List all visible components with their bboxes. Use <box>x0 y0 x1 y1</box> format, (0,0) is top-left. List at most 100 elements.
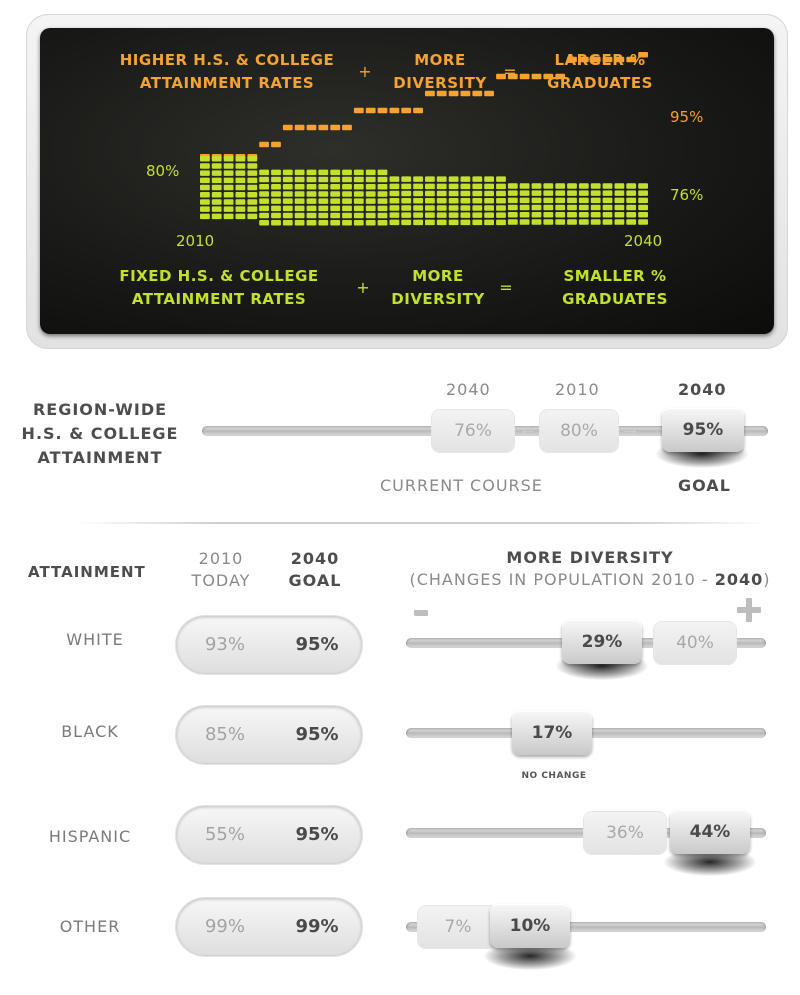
orange-dot <box>626 56 637 63</box>
green-dot <box>211 177 222 184</box>
green-dot <box>235 213 246 220</box>
green-dot <box>389 205 400 211</box>
white-today-value: 93% <box>204 634 245 655</box>
white-pop-2010[interactable]: 40% <box>654 622 736 664</box>
orange-dot <box>330 124 341 131</box>
row-label-other: OTHER <box>59 917 121 936</box>
other-today-value: 99% <box>204 916 245 937</box>
green-dot <box>401 219 412 226</box>
plus-sign-bottom: + <box>356 278 370 297</box>
green-dot <box>318 176 329 183</box>
green-dot <box>484 176 494 182</box>
green-dot <box>401 212 412 218</box>
green-dot <box>318 191 329 197</box>
green-dot <box>282 205 293 212</box>
orange-dot <box>271 141 281 148</box>
green-dot <box>294 212 305 219</box>
black-attainment-bubble <box>176 706 362 764</box>
green-dot <box>271 184 281 190</box>
green-dot <box>353 198 364 204</box>
green-dot <box>306 176 317 183</box>
label-95-percent: 95% <box>670 108 704 126</box>
green-dot <box>353 212 364 219</box>
hispanic-pop-2010[interactable]: 36% <box>584 812 666 854</box>
green-dot <box>567 212 577 218</box>
orange-dot <box>519 73 530 80</box>
green-dot <box>401 205 412 211</box>
green-dot <box>377 184 388 190</box>
region-2010-value[interactable]: 80% <box>540 410 618 452</box>
white-attainment-bubble <box>176 616 362 674</box>
green-dot <box>259 169 269 176</box>
green-dot <box>472 198 483 204</box>
orange-dot <box>413 107 423 114</box>
green-dot <box>377 176 388 183</box>
green-dot <box>567 219 577 225</box>
green-dot <box>389 212 400 218</box>
region-wide-title: REGION-WIDE H.S. & COLLEGE ATTAINMENT <box>21 400 179 467</box>
region-goal-value[interactable]: 95% <box>662 408 744 452</box>
region-col1-year: 2040 <box>446 380 491 399</box>
other-pop-2040[interactable]: 10% <box>490 904 570 948</box>
green-dot <box>472 212 483 218</box>
green-dot <box>200 184 210 191</box>
attainment-heading: ATTAINMENT <box>28 563 146 581</box>
black-goal-value: 95% <box>295 724 339 745</box>
year-2010-label: 2010 <box>176 232 215 250</box>
orange-dot <box>294 124 305 131</box>
green-dot <box>555 190 566 196</box>
green-dot <box>200 170 210 176</box>
green-dot <box>247 177 258 184</box>
green-dot <box>294 191 305 197</box>
green-dot <box>638 197 648 204</box>
orange-dot <box>578 56 589 63</box>
green-dot <box>496 205 506 211</box>
green-dot <box>247 163 258 169</box>
green-dot <box>294 220 305 226</box>
black-pop-value[interactable]: 17% <box>512 711 592 755</box>
green-dot <box>282 220 293 226</box>
green-dot <box>389 183 400 190</box>
green-dot <box>294 169 305 176</box>
hispanic-attainment-bubble <box>176 806 362 864</box>
green-dot <box>567 183 577 189</box>
arrow-right-icon: → <box>620 418 640 440</box>
green-dot <box>602 197 613 204</box>
green-dot <box>602 183 613 189</box>
green-dot <box>235 184 246 191</box>
green-dot <box>306 169 317 176</box>
green-dot <box>531 212 542 218</box>
other-slider-track[interactable] <box>406 922 766 932</box>
green-dot <box>235 170 246 176</box>
green-dot <box>555 197 566 204</box>
col-2010-today: 2010 TODAY <box>191 549 251 590</box>
plus-icon <box>737 598 761 622</box>
green-dot <box>436 205 447 211</box>
smaller-graduates-label: SMALLER % GRADUATES <box>562 267 668 308</box>
hispanic-pop-2040[interactable]: 44% <box>670 810 750 854</box>
green-dot <box>271 198 281 204</box>
green-dot <box>448 183 459 190</box>
green-dot <box>342 198 352 204</box>
green-dot <box>259 212 269 219</box>
green-dot <box>555 219 566 225</box>
green-dot <box>638 190 648 196</box>
green-dot <box>436 183 447 190</box>
white-pop-2040[interactable]: 29% <box>562 620 642 664</box>
orange-dot <box>531 73 542 80</box>
green-dot <box>590 183 601 189</box>
orange-dot <box>425 90 435 97</box>
region-current-course-value[interactable]: 76% <box>432 410 514 452</box>
green-dot <box>200 213 210 220</box>
green-dot <box>614 219 625 225</box>
more-diversity-title: MORE DIVERSITY <box>506 548 674 567</box>
region-col3-year: 2040 <box>678 380 727 399</box>
other-pop-2010[interactable]: 7% <box>418 906 498 948</box>
green-dot <box>223 206 234 212</box>
orange-dot <box>460 90 471 97</box>
green-dot <box>294 205 305 212</box>
green-dot <box>235 177 246 184</box>
green-dot <box>200 177 210 184</box>
green-dot <box>247 156 258 162</box>
no-change-label: NO CHANGE <box>521 771 587 781</box>
